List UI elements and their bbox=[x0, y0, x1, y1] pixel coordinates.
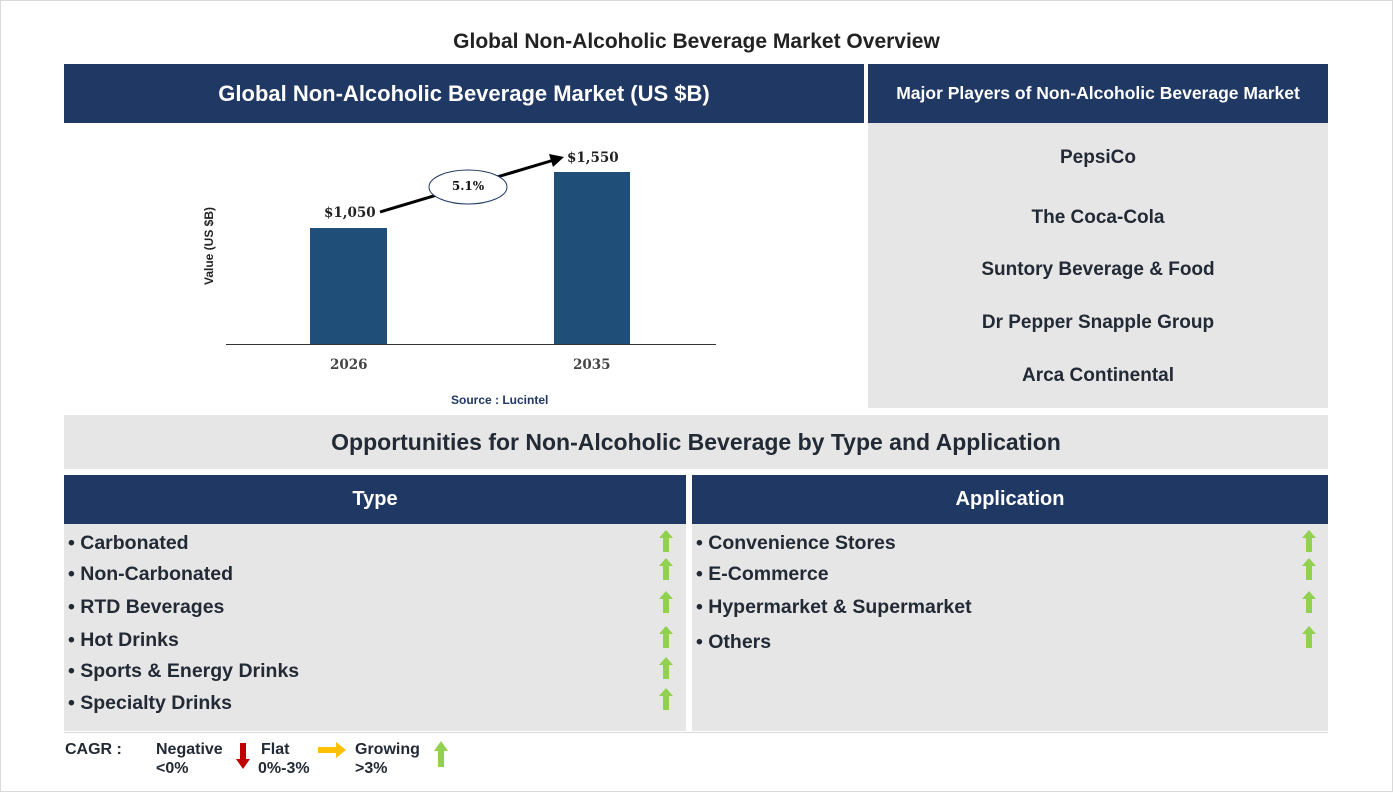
growing-arrow-icon bbox=[1302, 558, 1316, 580]
growing-arrow-icon bbox=[659, 591, 673, 613]
growing-arrow-icon bbox=[659, 657, 673, 679]
application-item: • Hypermarket & Supermarket bbox=[696, 596, 972, 618]
page-title: Global Non-Alcoholic Beverage Market Ove… bbox=[453, 30, 940, 53]
player-item: Arca Continental bbox=[1021, 365, 1175, 386]
type-item: • Non-Carbonated bbox=[68, 563, 233, 585]
player-item: Dr Pepper Snapple Group bbox=[981, 312, 1215, 333]
legend-flat-range: 0%-3% bbox=[258, 760, 310, 777]
legend-cagr-label: CAGR : bbox=[65, 741, 122, 758]
cagr-arrow-icon bbox=[379, 154, 564, 214]
growing-arrow-icon bbox=[659, 688, 673, 710]
cagr-label: 5.1% bbox=[451, 179, 485, 193]
x-tick-2035: 2035 bbox=[573, 357, 611, 373]
legend-negative-name: Negative bbox=[156, 741, 223, 758]
player-item: The Coca-Cola bbox=[1031, 207, 1165, 228]
application-item: • E-Commerce bbox=[696, 563, 829, 585]
type-list: • Carbonated • Non-Carbonated • RTD Beve… bbox=[64, 524, 686, 731]
legend-flat: Flat 0%-3% bbox=[258, 740, 310, 778]
growing-arrow-icon bbox=[659, 558, 673, 580]
flat-arrow-icon bbox=[318, 742, 346, 758]
legend-flat-name: Flat bbox=[261, 741, 290, 758]
legend-negative: Negative <0% bbox=[156, 740, 223, 778]
type-item: • Carbonated bbox=[68, 532, 189, 554]
growing-arrow-icon bbox=[1302, 626, 1316, 648]
growing-arrow-icon bbox=[1302, 591, 1316, 613]
value-label-2035: $1,550 bbox=[567, 150, 619, 166]
type-header: Type bbox=[64, 475, 686, 524]
player-item: Suntory Beverage & Food bbox=[981, 259, 1215, 280]
type-item: • Specialty Drinks bbox=[68, 692, 232, 714]
bar-2035 bbox=[554, 172, 630, 344]
legend-divider bbox=[64, 732, 1328, 733]
type-item: • RTD Beverages bbox=[68, 596, 225, 618]
chart-panel-header: Global Non-Alcoholic Beverage Market (US… bbox=[64, 64, 864, 123]
legend-negative-range: <0% bbox=[156, 760, 189, 777]
bar-2026 bbox=[310, 228, 387, 344]
legend-growing: Growing >3% bbox=[355, 740, 420, 778]
x-axis-line bbox=[226, 344, 716, 345]
value-label-2026: $1,050 bbox=[324, 205, 376, 221]
application-item: • Others bbox=[696, 631, 772, 653]
legend-growing-name: Growing bbox=[355, 741, 420, 758]
legend-growing-range: >3% bbox=[355, 760, 388, 777]
source-note: Source : Lucintel bbox=[451, 393, 549, 407]
opportunities-banner: Opportunities for Non-Alcoholic Beverage… bbox=[64, 415, 1328, 469]
players-list: PepsiCo The Coca-Cola Suntory Beverage &… bbox=[868, 123, 1328, 408]
growing-arrow-icon bbox=[659, 626, 673, 648]
x-tick-2026: 2026 bbox=[330, 357, 368, 373]
growing-arrow-icon bbox=[434, 741, 448, 767]
type-item: • Sports & Energy Drinks bbox=[68, 660, 300, 682]
market-bar-chart: Value (US $B) $1,050 $1,550 2026 2035 5.… bbox=[64, 123, 864, 410]
negative-arrow-icon bbox=[236, 743, 250, 769]
growing-arrow-icon bbox=[1302, 530, 1316, 552]
players-panel-header: Major Players of Non-Alcoholic Beverage … bbox=[868, 64, 1328, 123]
application-header: Application bbox=[692, 475, 1328, 524]
player-item: PepsiCo bbox=[1059, 147, 1137, 168]
type-item: • Hot Drinks bbox=[68, 629, 179, 651]
application-list: • Convenience Stores • E-Commerce • Hype… bbox=[692, 524, 1328, 731]
growing-arrow-icon bbox=[659, 530, 673, 552]
application-item: • Convenience Stores bbox=[696, 532, 896, 554]
